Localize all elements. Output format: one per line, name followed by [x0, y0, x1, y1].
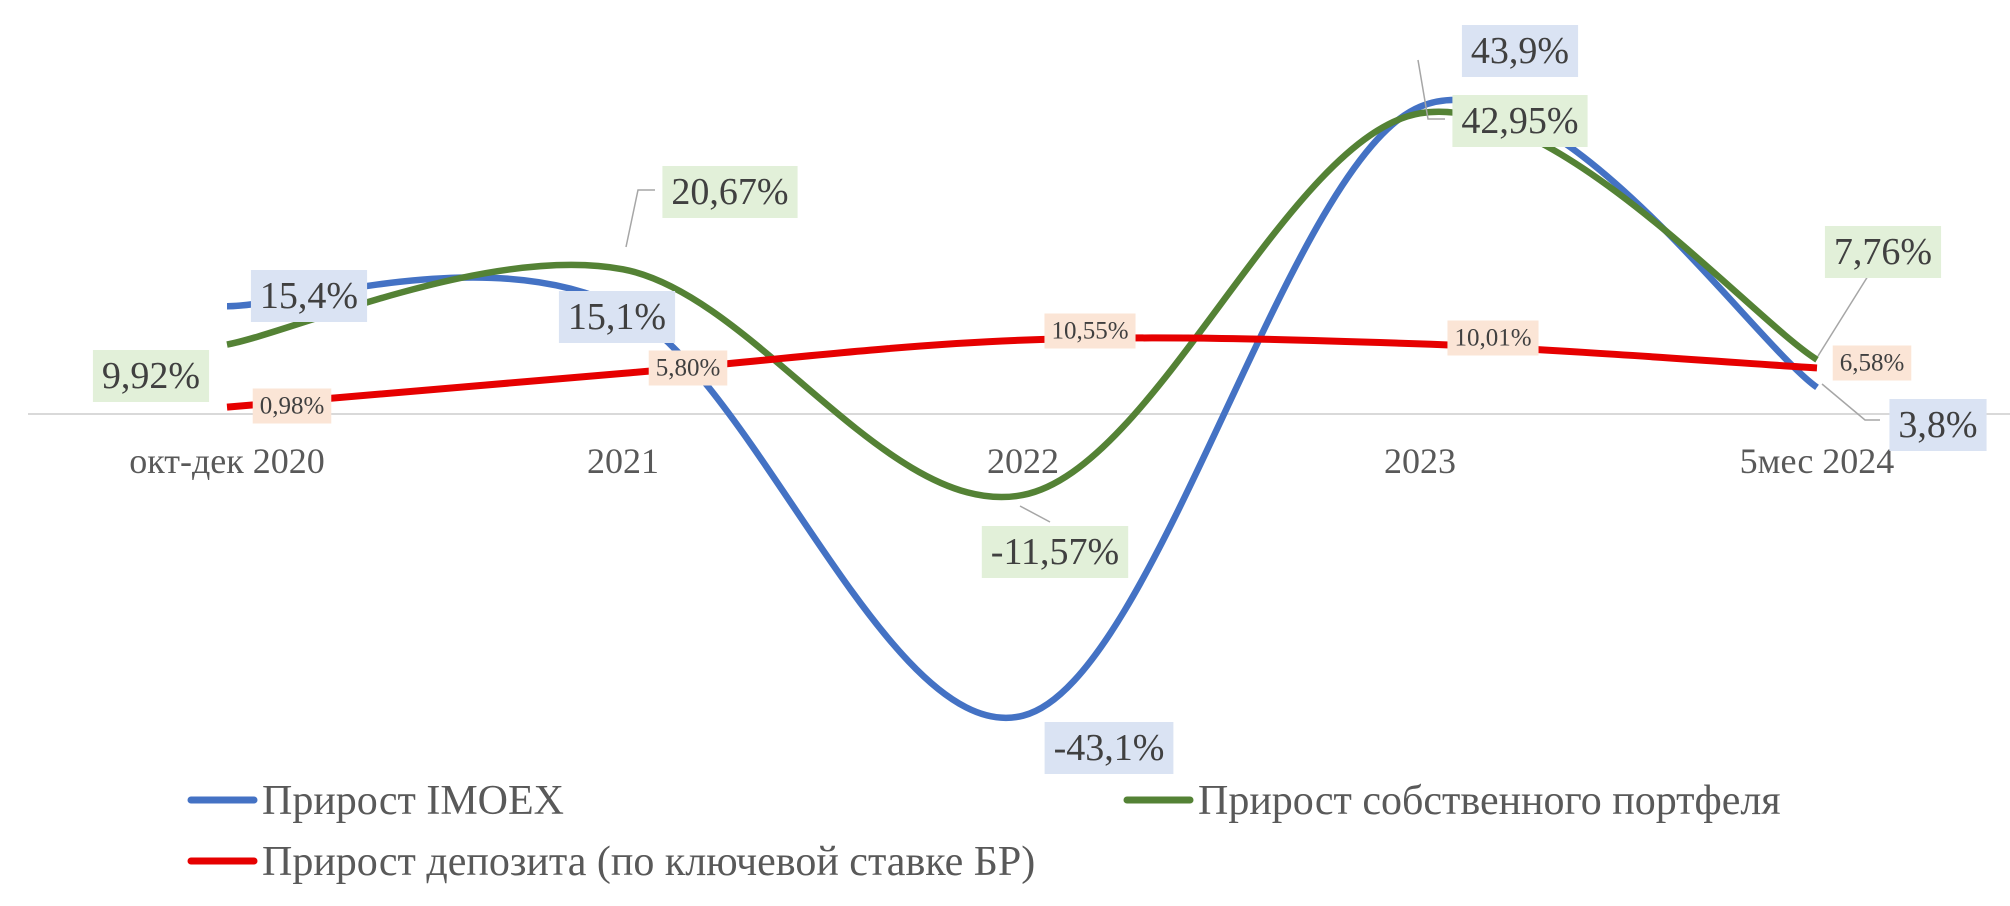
data-label-text: 20,67%	[671, 171, 788, 213]
data-label-leader-line	[625, 189, 655, 248]
data-label-box	[250, 270, 368, 322]
legend-item-deposit: Прирост депозита (по ключевой ставке БР)	[187, 839, 1035, 885]
data-label-text: 5,80%	[656, 355, 721, 382]
series-line-deposit	[226, 334, 1818, 411]
data-label-box	[1832, 345, 1912, 381]
data-label-box	[1461, 25, 1579, 77]
data-label-text: 10,01%	[1454, 325, 1531, 352]
data-label-text: 6,58%	[1840, 350, 1905, 377]
data-label-deposit: 0,98%	[252, 388, 332, 424]
data-label-box	[1889, 399, 1987, 451]
x-tick-label: 5мес 2024	[1740, 441, 1895, 481]
data-label-leader-line	[1019, 505, 1051, 523]
legend-item-imoex: Прирост IMOEX	[187, 778, 564, 824]
x-tick-label: 2023	[1384, 441, 1456, 481]
label-layer: 15,4% 15,1% -43,1% 43,9% 3,8% 9,92% 20,67% -11,…	[92, 25, 1987, 774]
legend: Прирост IMOEX Прирост собственного портфе…	[187, 778, 1781, 885]
data-label-text: 43,9%	[1471, 30, 1569, 72]
x-tick-label: 2021	[587, 441, 659, 481]
data-label-text: 10,55%	[1051, 318, 1128, 345]
data-label-box	[1824, 226, 1942, 278]
data-label-box	[92, 350, 210, 402]
data-label-portfolio: 7,76%	[1824, 226, 1942, 278]
data-label-leader-line	[1417, 59, 1445, 120]
data-label-box	[1044, 722, 1174, 774]
data-label-text: 7,76%	[1834, 231, 1932, 273]
x-tick-label: 2022	[987, 441, 1059, 481]
data-label-portfolio: 42,95%	[1452, 95, 1588, 147]
data-label-box	[1447, 320, 1539, 356]
data-label-text: 15,4%	[260, 275, 358, 317]
legend-label: Прирост IMOEX	[262, 778, 564, 824]
data-label-deposit: 6,58%	[1832, 345, 1912, 381]
data-label-text: 9,92%	[102, 355, 200, 397]
series-line-portfolio	[226, 108, 1819, 501]
data-label-text: 3,8%	[1898, 404, 1977, 446]
data-label-leader-line	[1817, 275, 1869, 357]
data-label-deposit: 10,01%	[1447, 320, 1539, 356]
data-label-deposit: 5,80%	[648, 350, 728, 386]
axis-layer: окт-дек 2020 2021 2022 2023 5мес 2024	[28, 413, 2010, 481]
data-label-leader-line	[1821, 383, 1880, 421]
data-label-imoex: 3,8%	[1889, 399, 1987, 451]
data-label-portfolio: 9,92%	[92, 350, 210, 402]
data-label-text: -43,1%	[1054, 727, 1165, 769]
legend-item-portfolio: Прирост собственного портфеля	[1123, 778, 1781, 824]
data-label-box	[981, 526, 1129, 578]
data-label-portfolio: -11,57%	[981, 526, 1129, 578]
data-label-portfolio: 20,67%	[662, 166, 798, 218]
data-label-text: 42,95%	[1461, 100, 1578, 142]
data-label-imoex: 15,4%	[250, 270, 368, 322]
series-line-imoex	[226, 96, 1819, 722]
data-label-imoex: 15,1%	[558, 291, 676, 343]
legend-label: Прирост собственного портфеля	[1198, 778, 1781, 824]
data-label-text: 15,1%	[568, 296, 666, 338]
data-label-text: 0,98%	[260, 393, 325, 420]
data-label-box	[1452, 95, 1588, 147]
series-layer	[226, 96, 1819, 722]
legend-label: Прирост депозита (по ключевой ставке БР)	[262, 839, 1035, 885]
data-label-box	[252, 388, 332, 424]
data-label-box	[1044, 313, 1136, 349]
data-label-imoex: -43,1%	[1044, 722, 1174, 774]
data-label-box	[558, 291, 676, 343]
data-label-box	[662, 166, 798, 218]
leader-layer	[625, 52, 1880, 523]
x-tick-label: окт-дек 2020	[129, 441, 325, 481]
data-label-text: -11,57%	[991, 531, 1119, 573]
data-label-deposit: 10,55%	[1044, 313, 1136, 349]
data-label-imoex: 43,9%	[1461, 25, 1579, 77]
data-label-box	[648, 350, 728, 386]
